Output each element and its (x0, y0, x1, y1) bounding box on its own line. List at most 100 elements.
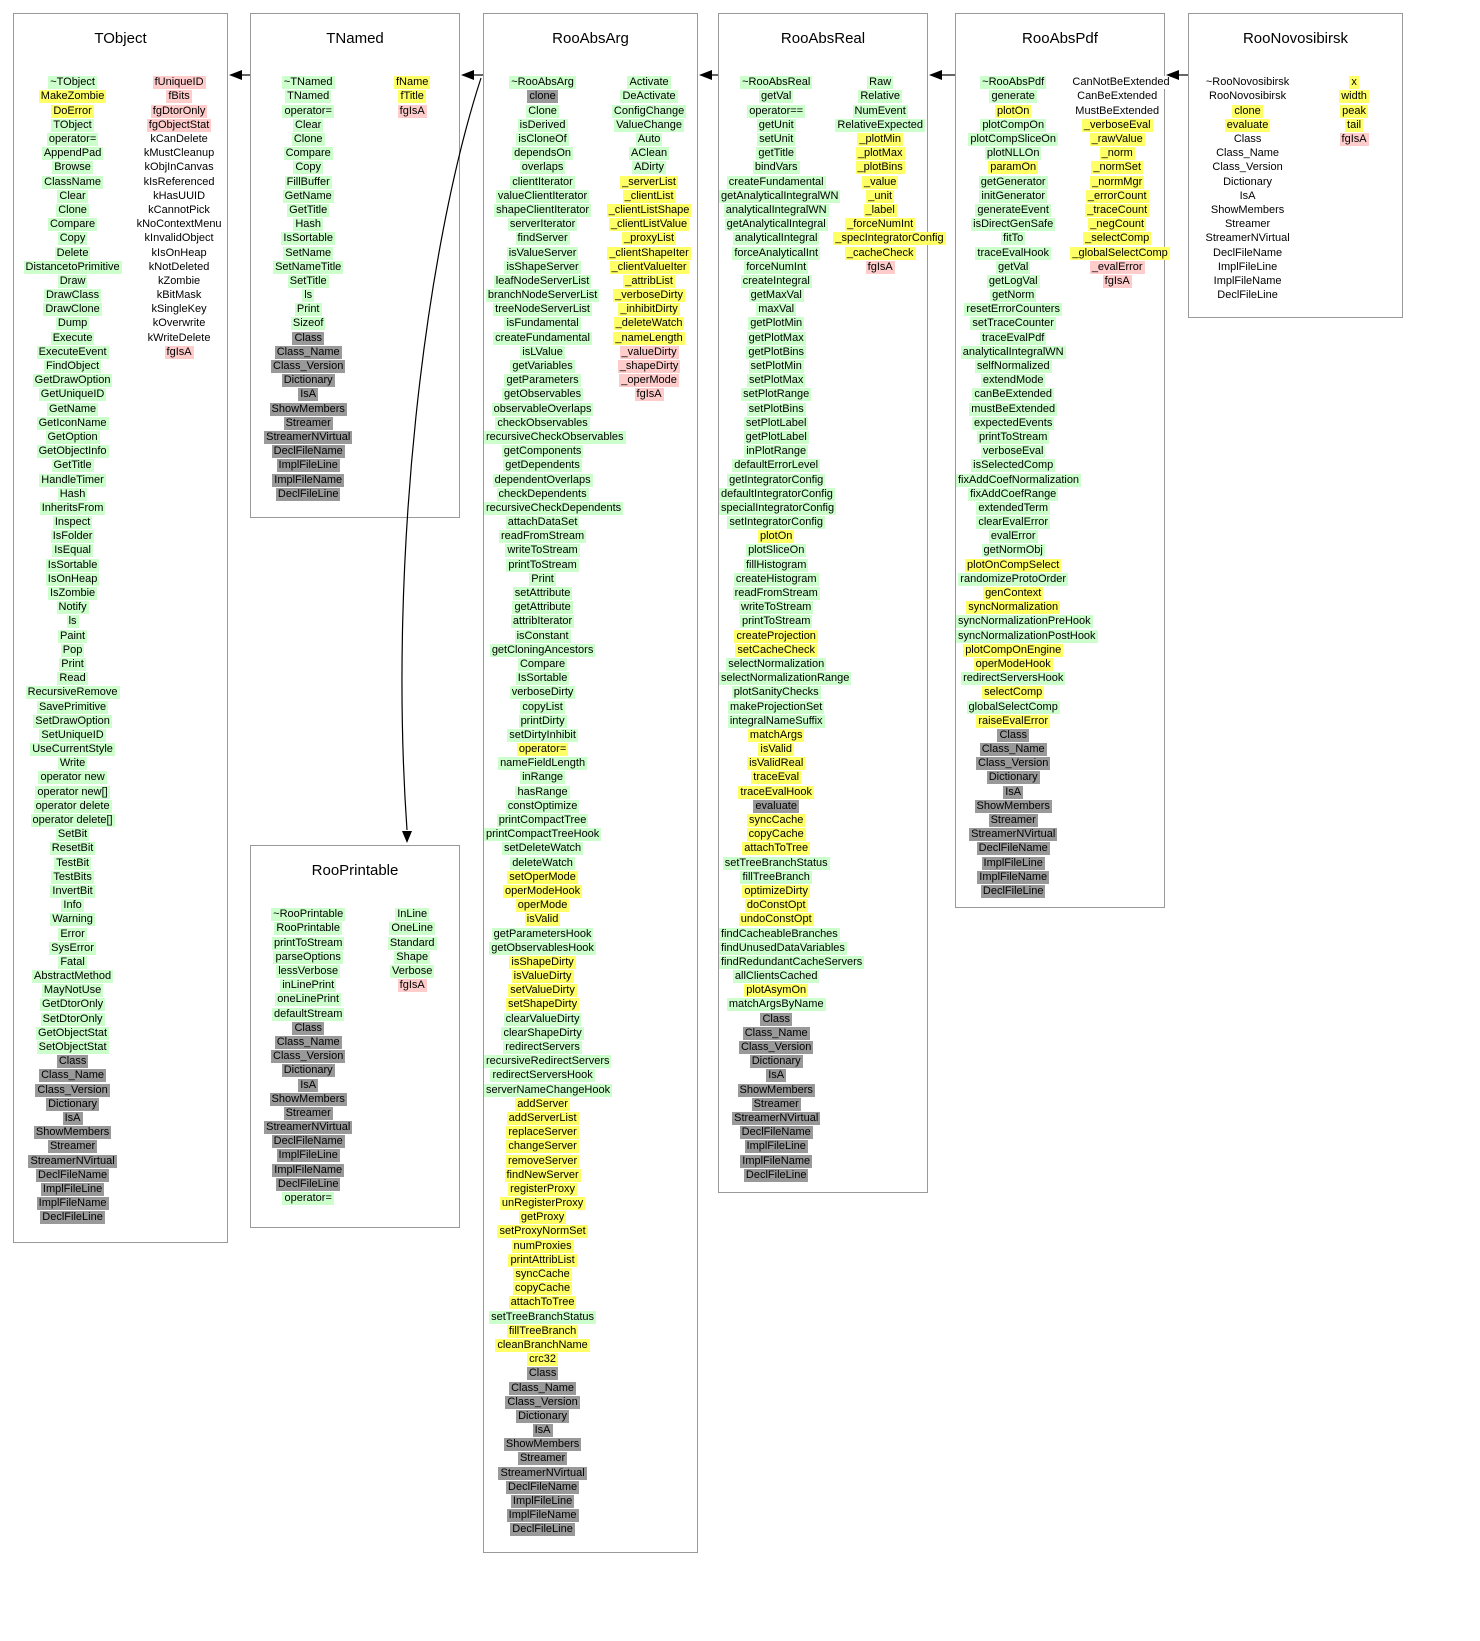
member-RooAbsArg-treeNodeServerList[interactable]: treeNodeServerList (493, 303, 592, 317)
member-RooAbsArg-valueClientIterator[interactable]: valueClientIterator (495, 189, 590, 203)
member-TNamed-Class_Name[interactable]: Class_Name (274, 345, 342, 359)
member-RooAbsReal-optimizeDirty[interactable]: optimizeDirty (742, 884, 810, 898)
member-TNamed-Sizeof[interactable]: Sizeof (290, 317, 326, 331)
member-RooAbsPdf-Streamer[interactable]: Streamer (988, 814, 1038, 828)
member-RooAbsPdf-_normSet[interactable]: _normSet (1091, 161, 1144, 175)
member-RooAbsReal-matchArgsByName[interactable]: matchArgsByName (726, 998, 826, 1012)
member-RooAbsPdf-StreamerNVirtual[interactable]: StreamerNVirtual (969, 828, 1058, 842)
member-RooNovosibirsk-peak[interactable]: peak (1340, 104, 1368, 118)
member-RooAbsArg-_clientList[interactable]: _clientList (622, 189, 676, 203)
member-RooAbsPdf-Dictionary[interactable]: Dictionary (986, 771, 1040, 785)
member-TObject-ExecuteEvent[interactable]: ExecuteEvent (36, 345, 109, 359)
member-RooAbsReal-setUnit[interactable]: setUnit (757, 133, 796, 147)
member-RooAbsPdf-~RooAbsPdf[interactable]: ~RooAbsPdf (980, 76, 1047, 90)
member-RooAbsPdf-redirectServersHook[interactable]: redirectServersHook (961, 672, 1066, 686)
member-TObject-SetObjectStat[interactable]: SetObjectStat (36, 1041, 109, 1055)
member-RooPrintable-Class_Name[interactable]: Class_Name (274, 1035, 342, 1049)
member-RooAbsReal-DeclFileName[interactable]: DeclFileName (739, 1126, 813, 1140)
member-RooAbsPdf-expectedEvents[interactable]: expectedEvents (972, 416, 1055, 430)
member-TNamed-fName[interactable]: fName (393, 76, 431, 90)
member-RooAbsPdf-Class_Version[interactable]: Class_Version (976, 757, 1051, 771)
member-RooAbsArg-replaceServer[interactable]: replaceServer (506, 1126, 579, 1140)
member-RooAbsReal-findCacheableBranches[interactable]: findCacheableBranches (719, 927, 840, 941)
member-RooNovosibirsk-RooNovosibirsk[interactable]: RooNovosibirsk (1207, 90, 1289, 104)
member-RooPrintable-oneLinePrint[interactable]: oneLinePrint (275, 993, 342, 1007)
member-TNamed-Hash[interactable]: Hash (293, 218, 324, 232)
member-RooAbsPdf-_negCount[interactable]: _negCount (1088, 218, 1147, 232)
member-TObject-IsZombie[interactable]: IsZombie (47, 587, 98, 601)
member-RooAbsReal-findUnusedDataVariables[interactable]: findUnusedDataVariables (719, 941, 847, 955)
member-RooAbsArg-printCompactTree[interactable]: printCompactTree (496, 814, 589, 828)
member-RooAbsPdf-initGenerator[interactable]: initGenerator (979, 189, 1047, 203)
member-RooAbsReal-forceAnalyticalInt[interactable]: forceAnalyticalInt (732, 246, 821, 260)
member-RooAbsReal-StreamerNVirtual[interactable]: StreamerNVirtual (732, 1111, 821, 1125)
member-RooAbsReal-setIntegratorConfig[interactable]: setIntegratorConfig (727, 516, 825, 530)
member-TObject-ImplFileLine[interactable]: ImplFileLine (40, 1182, 105, 1196)
member-RooAbsPdf-globalSelectComp[interactable]: globalSelectComp (966, 700, 1060, 714)
member-RooAbsArg-addServer[interactable]: addServer (515, 1097, 570, 1111)
member-RooAbsArg-serverNameChangeHook[interactable]: serverNameChangeHook (484, 1083, 613, 1097)
member-RooAbsReal-getAnalyticalIntegral[interactable]: getAnalyticalIntegral (724, 218, 828, 232)
member-RooAbsReal-integralNameSuffix[interactable]: integralNameSuffix (727, 714, 825, 728)
member-RooAbsReal-getIntegratorConfig[interactable]: getIntegratorConfig (727, 473, 826, 487)
member-RooAbsPdf-Class[interactable]: Class (997, 728, 1029, 742)
member-RooAbsArg-nameFieldLength[interactable]: nameFieldLength (498, 757, 588, 771)
member-RooAbsReal-maxVal[interactable]: maxVal (756, 303, 797, 317)
member-RooAbsArg-dependsOn[interactable]: dependsOn (512, 147, 574, 161)
member-RooAbsArg-unRegisterProxy[interactable]: unRegisterProxy (499, 1197, 586, 1211)
member-RooAbsReal-getVal[interactable]: getVal (759, 90, 794, 104)
member-RooAbsArg-_proxyList[interactable]: _proxyList (621, 232, 677, 246)
member-RooAbsReal-_unit[interactable]: _unit (866, 189, 895, 203)
member-TObject-DeclFileName[interactable]: DeclFileName (36, 1168, 110, 1182)
member-TObject-Notify[interactable]: Notify (56, 601, 89, 615)
member-RooAbsReal-analyticalIntegral[interactable]: analyticalIntegral (732, 232, 820, 246)
member-TObject-Pop[interactable]: Pop (60, 643, 85, 657)
member-RooAbsPdf-generate[interactable]: generate (989, 90, 1037, 104)
member-TObject-kNotDeleted[interactable]: kNotDeleted (146, 260, 212, 274)
member-RooAbsPdf-resetErrorCounters[interactable]: resetErrorCounters (964, 303, 1062, 317)
member-RooNovosibirsk-width[interactable]: width (1339, 90, 1369, 104)
member-TNamed-Clone[interactable]: Clone (291, 133, 325, 147)
member-RooPrintable-ImplFileName[interactable]: ImplFileName (272, 1163, 345, 1177)
member-RooAbsArg-checkDependents[interactable]: checkDependents (496, 487, 589, 501)
member-TObject-kCannotPick[interactable]: kCannotPick (146, 203, 212, 217)
member-RooNovosibirsk-ImplFileName[interactable]: ImplFileName (1211, 274, 1284, 288)
member-RooPrintable-StreamerNVirtual[interactable]: StreamerNVirtual (264, 1121, 353, 1135)
member-RooAbsReal-setPlotMax[interactable]: setPlotMax (746, 374, 806, 388)
member-RooAbsArg-findServer[interactable]: findServer (515, 232, 570, 246)
member-RooAbsArg-addServerList[interactable]: addServerList (506, 1111, 579, 1125)
member-TObject-SetDtorOnly[interactable]: SetDtorOnly (40, 1012, 105, 1026)
member-TNamed-StreamerNVirtual[interactable]: StreamerNVirtual (264, 430, 353, 444)
member-RooAbsArg-Streamer[interactable]: Streamer (517, 1452, 568, 1466)
member-RooAbsArg-getParameters[interactable]: getParameters (504, 374, 581, 388)
member-TObject-SetBit[interactable]: SetBit (55, 828, 90, 842)
member-RooAbsReal-allClientsCached[interactable]: allClientsCached (732, 970, 820, 984)
member-TObject-ImplFileName[interactable]: ImplFileName (36, 1197, 109, 1211)
member-RooAbsArg-isDerived[interactable]: isDerived (517, 118, 568, 132)
member-RooAbsReal-fgIsA[interactable]: fgIsA (865, 260, 895, 274)
member-RooAbsArg-DeclFileLine[interactable]: DeclFileLine (510, 1523, 575, 1537)
member-RooNovosibirsk-x[interactable]: x (1349, 76, 1359, 90)
member-TNamed-Streamer[interactable]: Streamer (283, 416, 333, 430)
member-RooAbsArg-ImplFileName[interactable]: ImplFileName (506, 1509, 579, 1523)
class-title-RooPrintable[interactable]: RooPrintable (311, 862, 399, 879)
member-TObject-RecursiveRemove[interactable]: RecursiveRemove (25, 686, 120, 700)
member-RooAbsArg-isShapeDirty[interactable]: isShapeDirty (509, 955, 576, 969)
member-RooAbsReal-traceEvalHook[interactable]: traceEvalHook (738, 785, 814, 799)
member-RooAbsReal-Class_Name[interactable]: Class_Name (742, 1026, 810, 1040)
member-RooAbsReal-setTreeBranchStatus[interactable]: setTreeBranchStatus (722, 856, 830, 870)
member-RooAbsReal-setPlotMin[interactable]: setPlotMin (748, 360, 804, 374)
member-RooAbsPdf-plotCompSliceOn[interactable]: plotCompSliceOn (968, 133, 1058, 147)
member-RooAbsPdf-plotOnCompSelect[interactable]: plotOnCompSelect (965, 558, 1062, 572)
member-RooAbsPdf-fixAddCoefNormalization[interactable]: fixAddCoefNormalization (956, 473, 1082, 487)
member-RooAbsArg-isShapeServer[interactable]: isShapeServer (504, 260, 581, 274)
member-RooAbsReal-plotSanityChecks[interactable]: plotSanityChecks (731, 686, 821, 700)
member-TNamed-ImplFileName[interactable]: ImplFileName (272, 473, 345, 487)
member-RooAbsReal-_plotMax[interactable]: _plotMax (855, 147, 905, 161)
member-RooPrintable-DeclFileName[interactable]: DeclFileName (271, 1135, 345, 1149)
member-TObject-UseCurrentStyle[interactable]: UseCurrentStyle (30, 743, 115, 757)
member-RooAbsArg-syncCache[interactable]: syncCache (513, 1268, 572, 1282)
member-RooAbsArg-ShowMembers[interactable]: ShowMembers (503, 1438, 582, 1452)
member-RooAbsArg-IsA[interactable]: IsA (532, 1424, 553, 1438)
member-TObject-Compare[interactable]: Compare (47, 218, 98, 232)
